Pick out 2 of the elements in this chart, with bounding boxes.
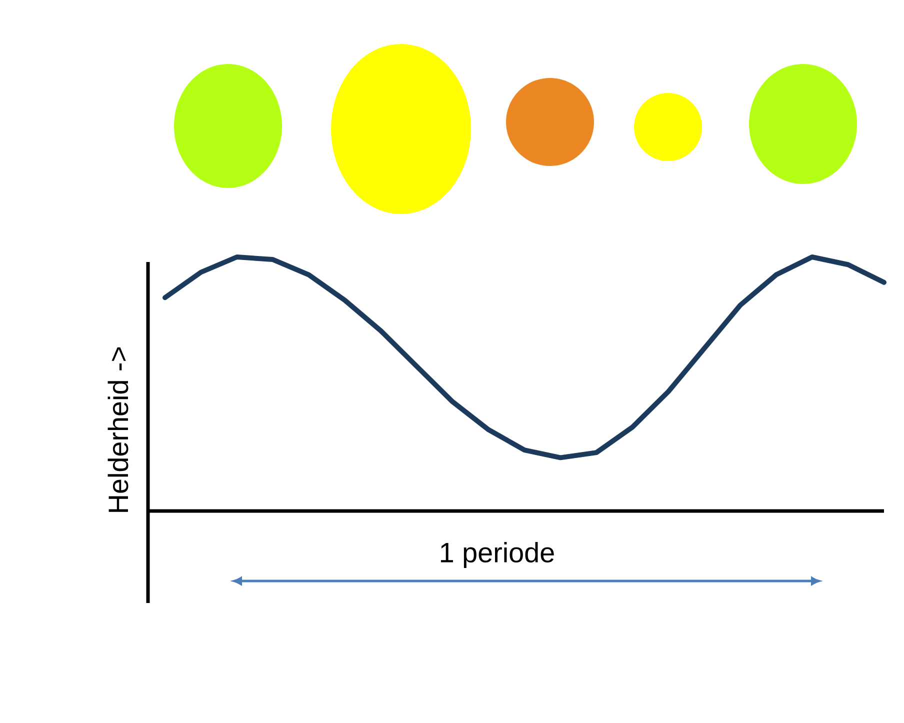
y-axis-title: Helderheid -> — [108, 347, 128, 512]
text: 1 periode — [440, 542, 554, 568]
